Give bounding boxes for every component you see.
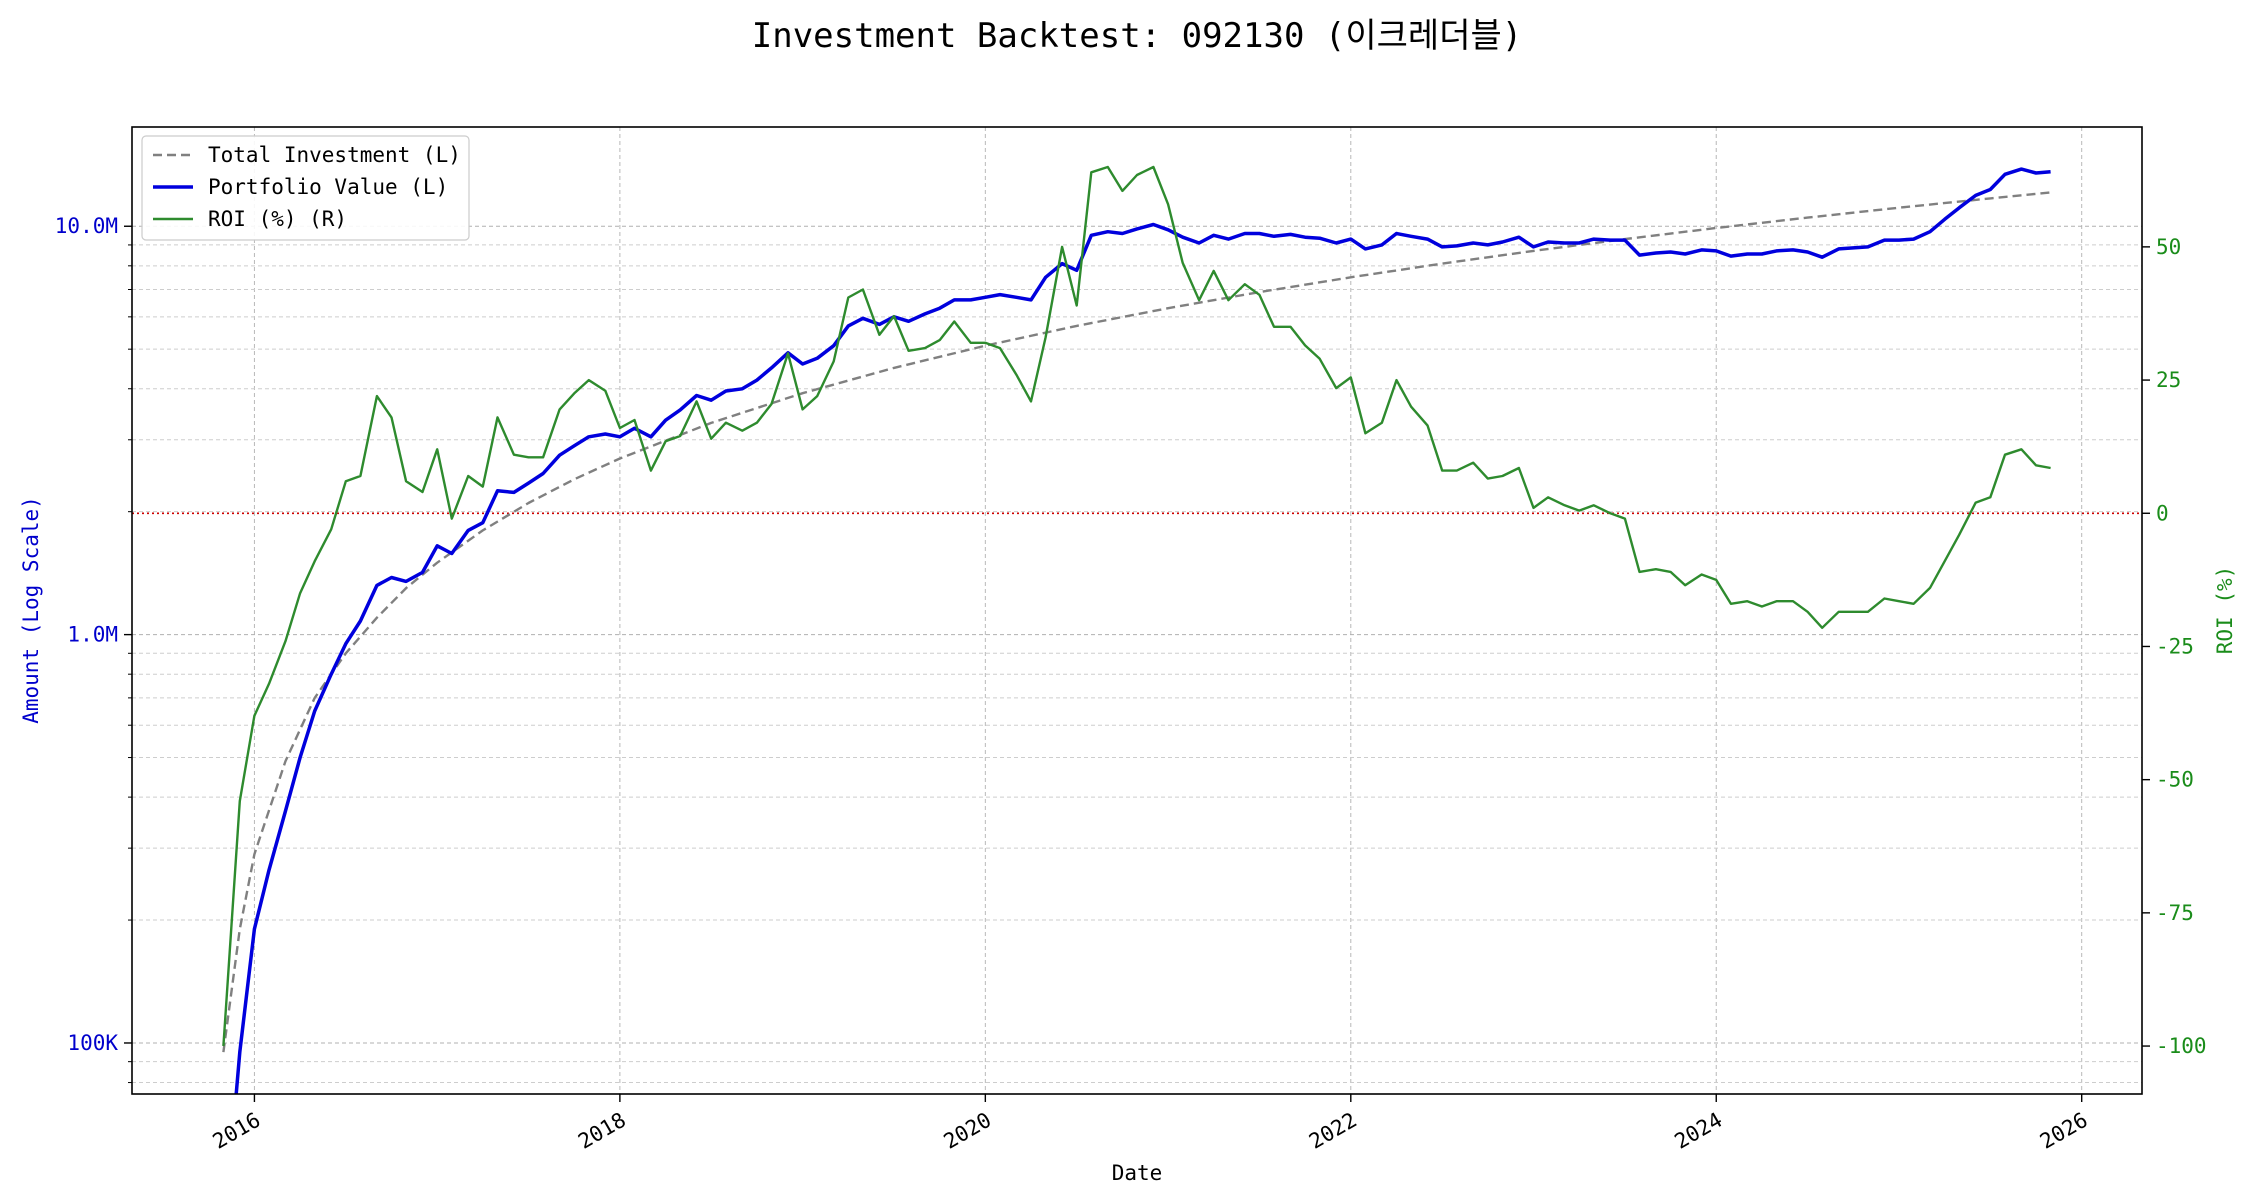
grid <box>132 127 2142 1094</box>
left-y-axis: 100K 1.0M 10.0M <box>55 214 132 1084</box>
x-tick-label-2026: 2026 <box>2036 1108 2092 1154</box>
right-tick-label: -100 <box>2156 1034 2207 1058</box>
right-tick-label: 0 <box>2156 501 2169 525</box>
x-axis-label: Date <box>1112 1161 1163 1185</box>
legend-label-portfolio: Portfolio Value (L) <box>208 175 448 199</box>
right-y-axis: -100 -75 -50 -25 0 25 50 <box>2142 235 2207 1058</box>
right-tick-label: 25 <box>2156 368 2181 392</box>
series-roi <box>222 165 2051 1047</box>
left-tick-label: 1.0M <box>67 623 118 647</box>
right-axis-label: ROI (%) <box>2213 566 2237 655</box>
right-tick-label: 50 <box>2156 235 2181 259</box>
chart-title: Investment Backtest: 092130 (이크레더블) <box>752 16 1523 56</box>
x-tick-label-2020: 2020 <box>940 1108 996 1154</box>
x-axis: 2016 2018 2020 2022 2024 2026 <box>209 1094 2092 1154</box>
series-lines <box>222 165 2051 1095</box>
right-tick-label: -25 <box>2156 634 2194 658</box>
left-tick-label: 100K <box>67 1031 118 1055</box>
left-axis-label: Amount (Log Scale) <box>19 496 43 724</box>
right-tick-label: -75 <box>2156 901 2194 925</box>
right-tick-label: -50 <box>2156 768 2194 792</box>
legend-label-investment: Total Investment (L) <box>208 143 461 167</box>
x-tick-label-2022: 2022 <box>1305 1108 1361 1154</box>
x-tick-label-2016: 2016 <box>209 1108 265 1154</box>
x-tick-label-2024: 2024 <box>1670 1108 1726 1154</box>
legend-box <box>141 135 470 241</box>
series-total-investment <box>222 191 2051 1053</box>
legend-label-roi: ROI (%) (R) <box>208 207 347 231</box>
series-portfolio-value <box>234 167 2051 1095</box>
left-tick-label: 10.0M <box>55 214 118 238</box>
plot-frame <box>131 126 2143 1095</box>
x-tick-label-2018: 2018 <box>574 1108 630 1154</box>
legend: Total Investment (L) Portfolio Value (L)… <box>141 135 470 241</box>
